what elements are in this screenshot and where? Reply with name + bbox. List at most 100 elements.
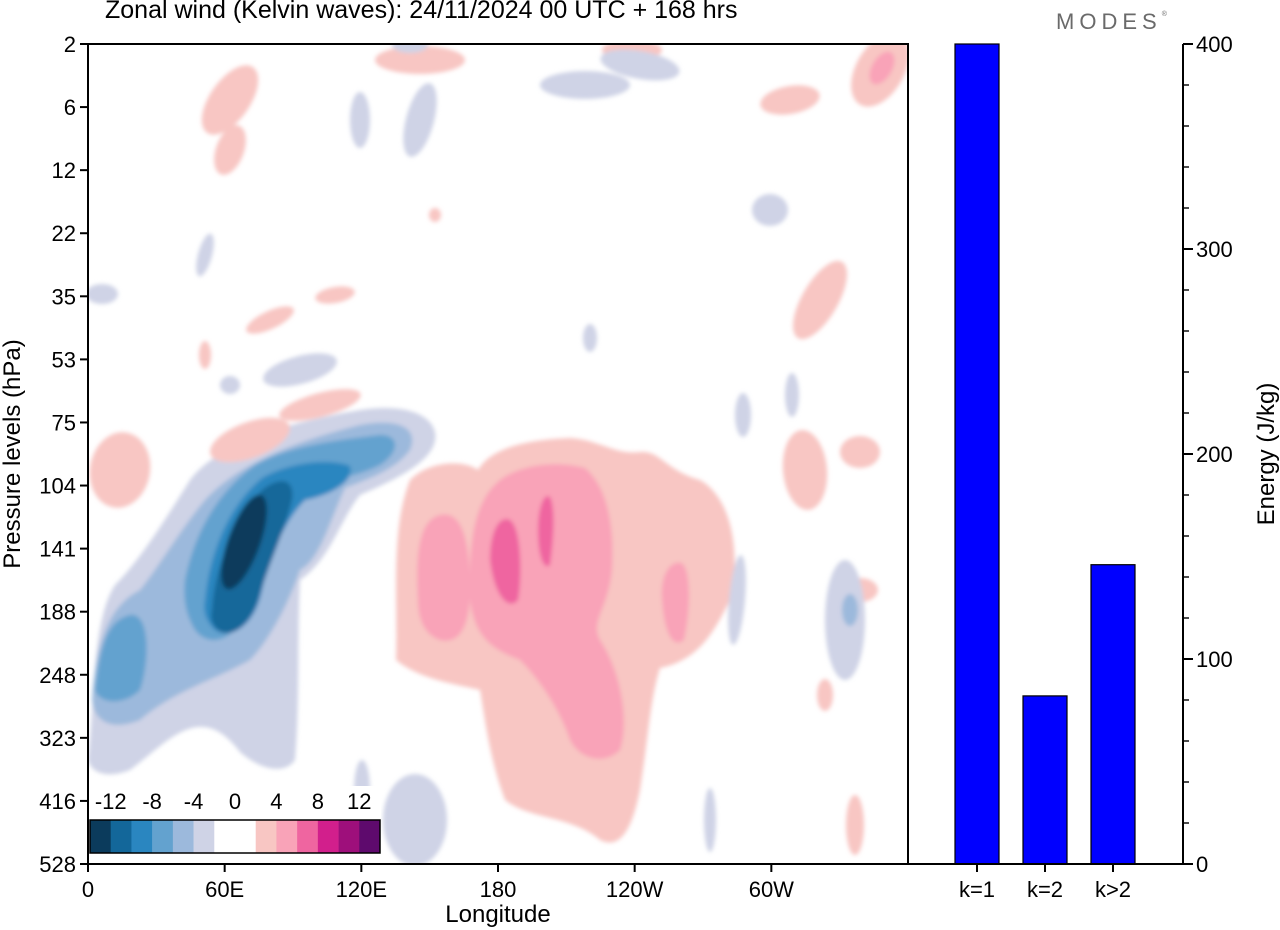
registered-mark: ® [1161,11,1167,18]
bar-category-label: k=2 [1027,877,1063,902]
x-tick-label: 0 [82,877,94,902]
colorbar-label: -8 [142,789,162,814]
y-tick-label: 35 [52,284,76,309]
y-tick-label: 6 [64,95,76,120]
energy-tick-label: 200 [1196,442,1233,467]
negative-patch [196,233,214,277]
positive-patch [680,496,720,524]
y-tick-label: 12 [52,158,76,183]
colorbar-swatch [90,820,112,853]
colorbar-swatch [110,820,132,853]
colorbar: -12 -8 -4 0 4 8 12 [89,786,381,864]
colorbar-label: 4 [270,789,282,814]
y-tick-label: 104 [39,474,76,499]
negative-patch [403,83,437,157]
wind-contour-field [88,44,908,864]
energy-bar [1022,695,1068,865]
energy-bar [954,43,1000,865]
westerly-region-8 [538,495,554,567]
colorbar-swatch [255,820,277,853]
y-tick-label: 248 [39,663,76,688]
y-tick-label: 528 [39,852,76,877]
chart-title: Zonal wind (Kelvin waves): 24/11/2024 00… [105,0,738,24]
logo-text: MODES [1056,9,1162,34]
negative-patch [704,788,716,852]
y-tick-label: 188 [39,600,76,625]
y-tick-label: 323 [39,726,76,751]
positive-patch [210,417,290,463]
colorbar-frame [89,819,381,854]
energy-bars: k=1 k=2 k>2 [954,43,1136,902]
positive-patch [817,679,833,711]
positive-patch [201,65,259,135]
energy-axis: 0 100 200 300 400 [1183,32,1233,877]
colorbar-swatch [297,820,319,853]
positive-patch [760,85,820,115]
negative-patch [735,393,751,437]
x-tick-label: 60W [749,877,794,902]
x-tick-label: 120E [336,877,387,902]
colorbar-swatch [276,820,298,853]
colorbar-swatch [359,820,381,853]
colorbar-swatch [193,820,215,853]
energy-tick-label: 300 [1196,237,1233,262]
negative-patch-core [842,594,858,626]
negative-patch [383,774,447,864]
negative-patch [540,71,630,99]
positive-patch [214,125,246,175]
positive-patch [840,436,880,468]
colorbar-swatch [235,820,257,853]
negative-patch [392,44,428,53]
colorbar-label: -12 [95,789,127,814]
bar-category-label: k=1 [959,877,995,902]
y-tick-label: 53 [52,347,76,372]
colorbar-swatch [214,820,236,853]
easterly-core-12 [221,494,267,590]
negative-patch [263,353,337,387]
energy-tick-label: 100 [1196,647,1233,672]
colorbar-label: 8 [312,789,324,814]
positive-patch [89,432,151,508]
colorbar-swatch [152,820,174,853]
x-tick-label: 180 [480,877,517,902]
longitude-axis: 0 60E 120E 180 120W 60W [82,864,794,902]
y-axis-label: Pressure levels (hPa) [0,339,26,568]
negative-patch [752,194,788,226]
colorbar-swatch [172,820,194,853]
positive-patch [782,430,828,510]
pressure-axis: 2 6 12 22 35 53 75 104 141 188 248 323 416 528 [39,32,88,877]
negative-patch [785,373,799,417]
modes-logo: MODES® [1056,9,1167,35]
positive-patch [793,260,847,340]
colorbar-swatch [338,820,360,853]
negative-patch [88,284,118,304]
colorbar-label: 12 [347,789,371,814]
westerly-region-6 [661,562,689,643]
energy-tick-label: 0 [1196,852,1208,877]
positive-patch [279,389,361,421]
westerly-region-6 [417,514,470,641]
energy-tick-label: 400 [1196,32,1233,57]
y-tick-label: 141 [39,537,76,562]
y-tick-label: 22 [52,221,76,246]
x-tick-label: 60E [205,877,244,902]
x-tick-label: 120W [606,877,664,902]
colorbar-swatch [131,820,153,853]
negative-patch [583,324,597,352]
positive-patch [375,46,465,74]
y-tick-label: 2 [64,32,76,57]
positive-patch [315,286,355,304]
colorbar-label: 0 [229,789,241,814]
easterly-region-6 [95,614,147,702]
colorbar-swatch [317,820,339,853]
positive-patch-core [869,51,895,85]
energy-axis-label: Energy (J/kg) [1253,383,1280,526]
y-tick-label: 75 [52,410,76,435]
colorbar-label: -4 [184,789,204,814]
bar-category-label: k>2 [1095,877,1131,902]
westerly-region-8 [490,519,521,604]
positive-patch [199,341,211,369]
y-tick-label: 416 [39,789,76,814]
energy-bar [1090,564,1136,865]
